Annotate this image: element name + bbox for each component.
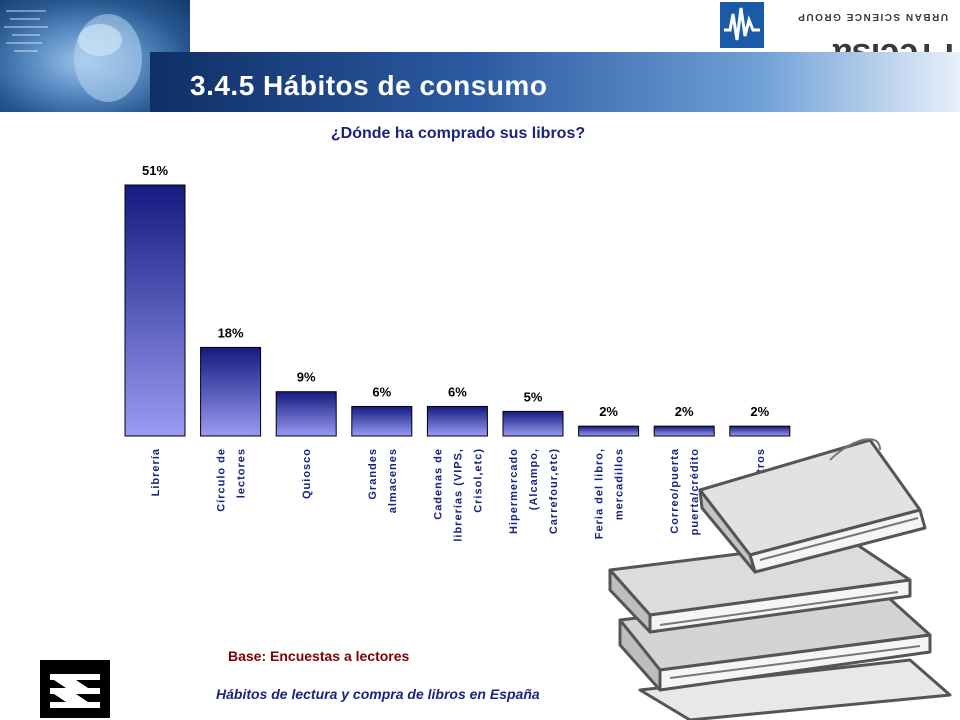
category-label-5: Cadenas de librerías (VIPS, Crisol,etc) — [432, 448, 484, 542]
bar-7 — [578, 425, 640, 437]
footer-logo-icon — [40, 660, 110, 718]
bars-group — [124, 184, 791, 437]
category-label-line: librerías (VIPS, — [452, 448, 464, 542]
bar-3 — [275, 391, 337, 437]
category-label-3: Quiosco — [301, 448, 313, 499]
logo-subtext: URBAN SCIENCE GROUP — [797, 11, 948, 22]
category-label-line: lectores — [236, 448, 248, 498]
bar-2 — [200, 346, 262, 437]
category-label-line: Cadenas de — [432, 448, 444, 520]
bar-9 — [729, 425, 791, 437]
category-label-line: Círculo de — [216, 448, 228, 512]
category-label-line: Crisol,etc) — [472, 448, 484, 513]
logo-wordmark: Precisa — [832, 36, 954, 52]
category-label-line: Correo/puerta — [669, 448, 681, 534]
category-label-line: Librería — [150, 448, 162, 496]
category-label-line: Feria del libro, — [594, 448, 606, 539]
category-label-line: Grandes — [367, 448, 379, 500]
category-label-line: Hipermercado — [508, 448, 520, 534]
bar-chart: ¿Dónde ha comprado sus libros? 51% 18% 9% 6… — [124, 125, 791, 542]
data-label-2: 18% — [218, 325, 244, 340]
category-label-8: Correo/puerta puerta/crédito — [669, 448, 701, 535]
category-labels-group: Librería Círculo de lectores Quiosco Grandes… — [150, 448, 767, 542]
category-label-line: almacenes — [387, 448, 399, 513]
slide-header: 3.4.5 Hábitos de consumo Precisa URBAN S… — [0, 0, 960, 112]
category-label-4: Grandes almacenes — [367, 448, 399, 513]
data-label-8: 2% — [675, 404, 694, 419]
header-face-image — [4, 10, 142, 102]
header-band — [150, 52, 960, 112]
category-label-line: mercadillos — [614, 448, 626, 520]
data-label-1: 51% — [142, 163, 168, 178]
chart-title: ¿Dónde ha comprado sus libros? — [331, 125, 585, 142]
category-label-line: Carrefour,etc) — [548, 448, 560, 534]
bar-8 — [653, 425, 715, 437]
category-label-6: Hipermercado (Alcampo, Carrefour,etc) — [508, 448, 560, 534]
precisa-logo: Precisa URBAN SCIENCE GROUP — [720, 2, 954, 52]
data-label-6: 5% — [524, 389, 543, 404]
bar-6 — [502, 410, 564, 437]
bar-5 — [426, 405, 488, 437]
category-label-line: puerta/crédito — [689, 448, 701, 535]
books-illustration — [608, 438, 952, 720]
data-label-3: 9% — [297, 370, 316, 385]
category-label-2: Círculo de lectores — [216, 448, 248, 512]
category-label-line: Quiosco — [301, 448, 313, 499]
page-title: 3.4.5 Hábitos de consumo — [190, 70, 548, 101]
data-label-5: 6% — [448, 384, 467, 399]
base-note: Base: Encuestas a lectores — [228, 648, 410, 664]
data-label-9: 2% — [750, 404, 769, 419]
data-label-7: 2% — [599, 404, 618, 419]
category-label-1: Librería — [150, 448, 162, 496]
bar-1 — [124, 184, 186, 437]
data-label-4: 6% — [372, 384, 391, 399]
data-labels-group: 51% 18% 9% 6% 6% 5% 2% 2% 2% — [142, 163, 770, 419]
bar-4 — [351, 405, 413, 437]
category-label-7: Feria del libro, mercadillos — [594, 448, 626, 539]
category-label-line: (Alcampo, — [528, 448, 540, 510]
footer-source: Hábitos de lectura y compra de libros en… — [216, 686, 540, 702]
